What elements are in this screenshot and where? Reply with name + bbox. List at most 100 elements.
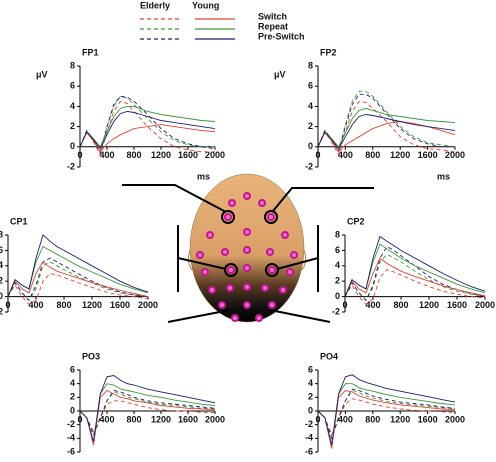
- erp-line: [317, 107, 456, 148]
- erp-line: [344, 257, 486, 297]
- x-tick-label: 2000: [445, 414, 465, 424]
- y-tick-label: 2: [70, 121, 75, 131]
- panel-title: PO3: [82, 351, 100, 361]
- erp-line: [79, 389, 216, 446]
- x-tick-label: 2000: [475, 300, 495, 310]
- y-tick-label: 0: [70, 141, 75, 151]
- panel-title: FP2: [320, 47, 337, 57]
- erp-line: [7, 234, 149, 297]
- electrode: [243, 301, 251, 309]
- x-tick-label: 1200: [390, 414, 410, 424]
- erp-line: [344, 269, 486, 305]
- y-tick-label: -2: [305, 161, 313, 171]
- y-tick-label: 4: [70, 101, 75, 111]
- y-tick-label: 6: [70, 81, 75, 91]
- erp-line: [317, 93, 455, 153]
- erp-line: [317, 90, 456, 152]
- electrode: [266, 248, 274, 256]
- electrode: [231, 314, 239, 322]
- legend-group: Young: [192, 0, 219, 10]
- electrode: [227, 266, 235, 274]
- y-tick-label: -6: [67, 446, 75, 456]
- x-tick-label: 1600: [418, 414, 438, 424]
- y-tick-label: -2: [305, 419, 313, 429]
- y-tick-label: 6: [0, 245, 3, 255]
- x-tick-label: 2000: [445, 150, 465, 160]
- x-tick-label: 800: [56, 300, 71, 310]
- x-tick-label: 1600: [178, 150, 198, 160]
- electrode: [268, 266, 276, 274]
- x-tick-label: 800: [393, 300, 408, 310]
- x-tick-label: 400: [338, 414, 353, 424]
- y-tick-label: 6: [308, 81, 313, 91]
- connector-lines: [122, 184, 374, 323]
- y-tick-label: 4: [308, 101, 313, 111]
- y-tick-label: 8: [308, 60, 313, 70]
- erp-line: [79, 383, 216, 442]
- electrode: [290, 251, 298, 259]
- y-tick-label: 2: [308, 392, 313, 402]
- erp-line: [79, 105, 216, 148]
- x-tick-label: 800: [365, 414, 380, 424]
- x-tick-label: 1200: [419, 300, 439, 310]
- erp-line: [79, 391, 216, 437]
- erp-line: [344, 253, 486, 302]
- erp-line: [7, 261, 149, 298]
- y-tick-label: -4: [305, 433, 313, 443]
- y-tick-label: 8: [335, 229, 340, 239]
- erp-line: [79, 375, 216, 442]
- electrode: [243, 264, 251, 272]
- erp-line: [317, 114, 456, 150]
- electrode: [279, 286, 287, 294]
- y-tick-label: -2: [67, 161, 75, 171]
- x-tick-label: 1200: [151, 414, 171, 424]
- y-tick-label: 4: [0, 260, 3, 270]
- y-tick-label: 8: [0, 229, 3, 239]
- y-tick-label: -2: [332, 306, 340, 316]
- y-tick-label: 4: [335, 260, 340, 270]
- electrode: [267, 213, 275, 221]
- y-tick-label: 6: [308, 364, 313, 374]
- x-tick-label: 400: [338, 150, 353, 160]
- head-diagram: [122, 173, 374, 323]
- y-tick-label: -6: [305, 446, 313, 456]
- legend-group: Elderly: [140, 0, 170, 10]
- x-tick-label: 400: [99, 150, 114, 160]
- electrodes: [196, 192, 298, 322]
- y-tick-label: 4: [308, 378, 313, 388]
- electrode: [261, 284, 269, 292]
- y-axis-label: μV: [36, 69, 48, 79]
- y-axis-label: μV: [274, 69, 286, 79]
- x-tick-label: 800: [126, 150, 141, 160]
- x-axis-label: ms: [437, 171, 450, 181]
- y-tick-label: 2: [308, 121, 313, 131]
- erp-line: [79, 95, 216, 155]
- electrode: [258, 199, 266, 207]
- erp-line: [79, 124, 216, 153]
- electrode: [206, 231, 214, 239]
- x-axis-label: ms: [197, 171, 210, 181]
- electrode: [243, 283, 251, 291]
- x-tick-label: 2000: [205, 414, 225, 424]
- electrode: [208, 286, 216, 294]
- x-tick-label: 1600: [447, 300, 467, 310]
- panel-title: CP1: [10, 216, 28, 226]
- legend-label: Pre-Switch: [258, 31, 305, 41]
- x-tick-label: 800: [126, 414, 141, 424]
- erp-line: [317, 374, 456, 446]
- legend-label: Switch: [258, 11, 287, 21]
- y-tick-label: 8: [70, 60, 75, 70]
- electrode: [268, 301, 276, 309]
- erp-line: [79, 110, 216, 150]
- erp-line: [7, 257, 149, 302]
- x-tick-label: 1200: [82, 300, 102, 310]
- electrode: [255, 314, 263, 322]
- highlighted-electrodes: [221, 210, 279, 277]
- x-tick-label: 800: [365, 150, 380, 160]
- y-tick-label: 0: [0, 291, 3, 301]
- erp-line: [344, 246, 486, 302]
- y-tick-label: 2: [70, 392, 75, 402]
- y-tick-label: 0: [308, 405, 313, 415]
- erp-line: [317, 390, 456, 449]
